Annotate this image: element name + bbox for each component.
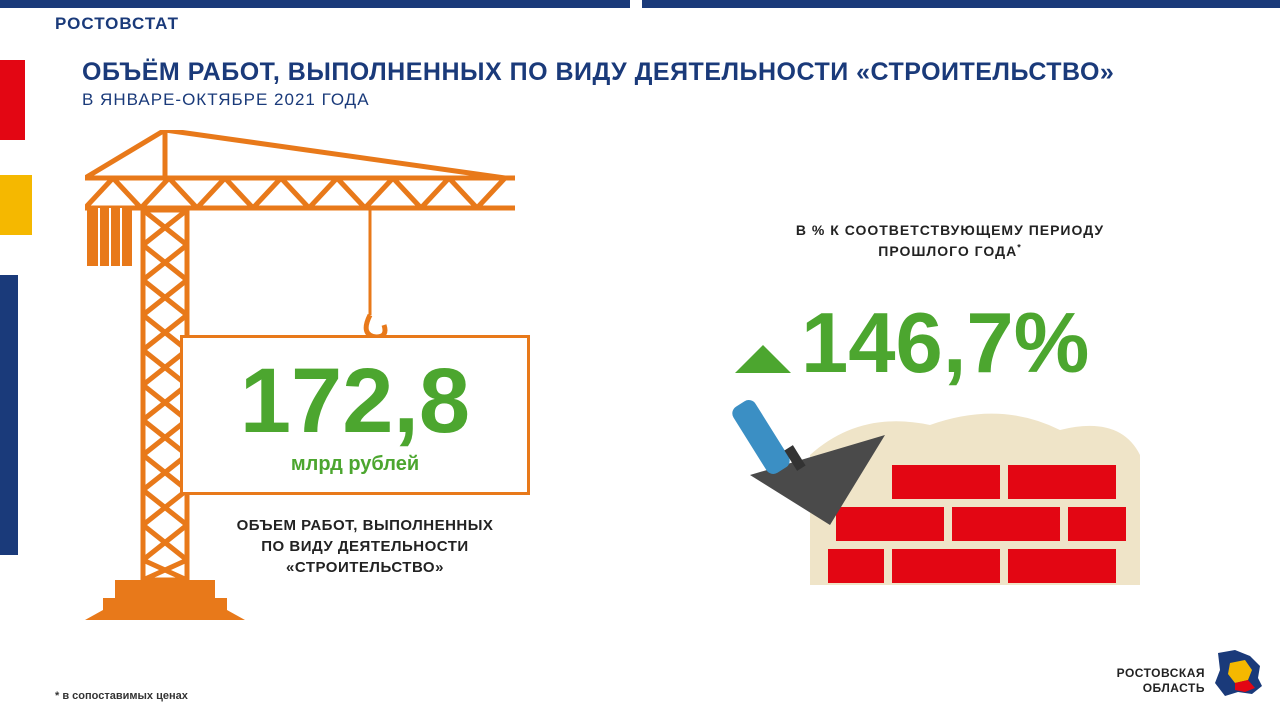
percent-label: В % К СООТВЕТСТВУЮЩЕМУ ПЕРИОДУ ПРОШЛОГО … (760, 220, 1140, 262)
top-bar-gap (630, 0, 642, 8)
region-line2: ОБЛАСТЬ (1143, 681, 1205, 695)
region-map-icon (1210, 648, 1265, 698)
page-subtitle: В ЯНВАРЕ-ОКТЯБРЕ 2021 ГОДА (82, 90, 370, 110)
value-box: 172,8 млрд рублей (180, 335, 530, 495)
region-line1: РОСТОВСКАЯ (1117, 666, 1205, 680)
percent-value: 146,7% (801, 295, 1089, 393)
page-title: ОБЪЁМ РАБОТ, ВЫПОЛНЕННЫХ ПО ВИДУ ДЕЯТЕЛЬ… (82, 58, 1114, 87)
region-label: РОСТОВСКАЯ ОБЛАСТЬ (1117, 666, 1205, 695)
footnote: * в сопоставимых ценах (55, 690, 188, 702)
percent-label-line2: ПРОШЛОГО ГОДА (878, 243, 1017, 259)
org-name: РОСТОВСТАТ (55, 14, 179, 34)
brick-wall-icon (720, 390, 1160, 590)
percent-label-line1: В % К СООТВЕТСТВУЮЩЕМУ ПЕРИОДУ (796, 222, 1104, 238)
percent-row: 146,7% (735, 295, 1089, 393)
side-accent-blue (0, 275, 18, 555)
total-value: 172,8 (240, 355, 470, 447)
value-unit: млрд рублей (291, 453, 419, 476)
arrow-up-icon (735, 345, 791, 373)
side-accent-yellow (0, 175, 32, 235)
value-caption: ОБЪЕМ РАБОТ, ВЫПОЛНЕННЫХ ПО ВИДУ ДЕЯТЕЛЬ… (225, 515, 505, 578)
side-accent-red (0, 60, 25, 140)
